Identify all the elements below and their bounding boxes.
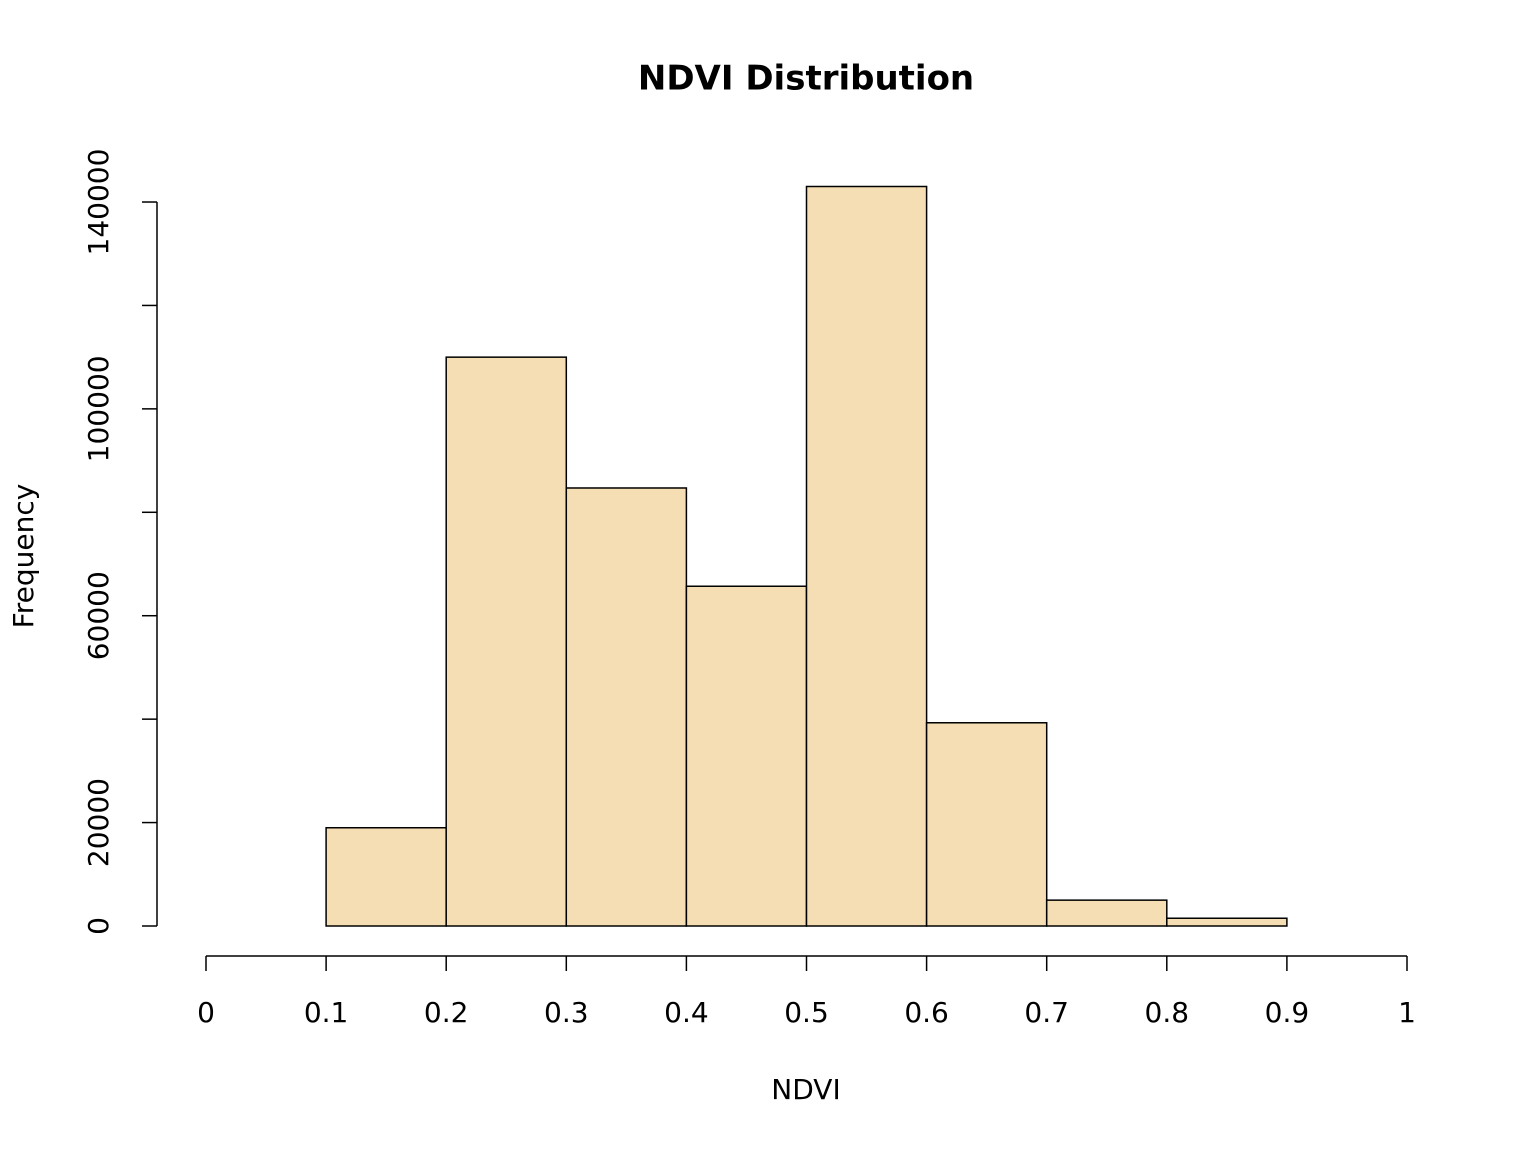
x-tick-label: 0.7 xyxy=(1024,996,1069,1029)
y-tick-label: 0 xyxy=(82,917,115,935)
bar xyxy=(1166,917,1288,927)
x-tick-label: 0.1 xyxy=(304,996,349,1029)
chart-title: NDVI Distribution xyxy=(638,59,974,99)
x-tick-label: 0.8 xyxy=(1145,996,1190,1029)
x-tick-label: 0.9 xyxy=(1265,996,1310,1029)
bar xyxy=(445,356,568,927)
bar xyxy=(325,826,447,927)
x-axis-label: NDVI xyxy=(771,1073,840,1106)
bar xyxy=(1045,899,1168,927)
y-tick-label: 140000 xyxy=(82,149,115,256)
x-tick-label: 0 xyxy=(197,996,215,1029)
bar xyxy=(685,585,808,927)
bar xyxy=(805,185,928,927)
bar xyxy=(925,722,1048,927)
x-tick-label: 0.3 xyxy=(544,996,589,1029)
x-tick-label: 0.5 xyxy=(784,996,829,1029)
y-tick-label: 20000 xyxy=(82,778,115,867)
x-tick-label: 1 xyxy=(1398,996,1416,1029)
x-tick-label: 0.4 xyxy=(664,996,709,1029)
y-tick-label: 60000 xyxy=(82,571,115,660)
y-axis-label: Frequency xyxy=(7,484,40,629)
x-tick-label: 0.6 xyxy=(904,996,949,1029)
bar xyxy=(565,487,688,927)
x-tick-label: 0.2 xyxy=(424,996,469,1029)
y-tick-label: 100000 xyxy=(82,355,115,462)
